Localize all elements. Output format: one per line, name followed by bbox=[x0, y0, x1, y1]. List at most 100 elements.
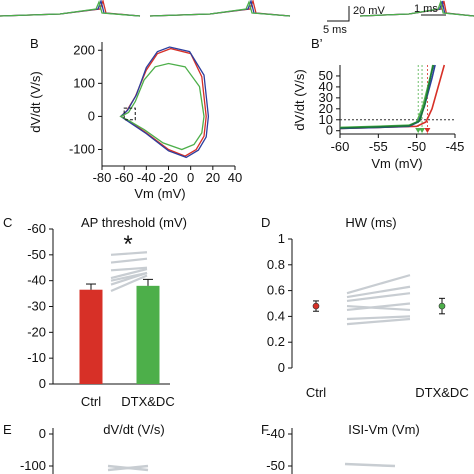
panel-d-ytick-label: 0.2 bbox=[267, 334, 285, 349]
panel-d-paired-line bbox=[346, 302, 411, 312]
panel-c: C AP threshold (mV) -60-50-40-30-20-100 … bbox=[3, 215, 187, 409]
panel-e-paired-lines bbox=[107, 464, 149, 472]
panel-c-paired-line bbox=[110, 251, 148, 256]
panel-d-category-label-1: DTX&DC bbox=[415, 385, 468, 400]
panel-b-inset-box bbox=[123, 107, 136, 121]
panel-f-paired-lines bbox=[344, 462, 396, 468]
panel-d-paired-line bbox=[346, 274, 411, 295]
panel-b-xtick-label: 20 bbox=[206, 170, 220, 185]
panel-d-title: HW (ms) bbox=[345, 215, 396, 230]
panel-d-paired-line bbox=[346, 317, 411, 326]
panel-f-label: F bbox=[261, 422, 269, 437]
panel-b-prime-xtick-label: -45 bbox=[446, 139, 465, 154]
panel-b-prime-threshold-marker bbox=[424, 128, 431, 133]
top-traces-panel: 20 mV 5 ms 1 ms bbox=[0, 0, 474, 36]
panel-d-ytick-label: 0.8 bbox=[267, 257, 285, 272]
panel-c-ytick-label: -60 bbox=[27, 221, 46, 236]
panel-b-series-1 bbox=[119, 46, 210, 159]
panel-b-xtick-label: -80 bbox=[93, 170, 112, 185]
panel-b-prime-threshold-marker bbox=[415, 128, 422, 133]
panel-c-title: AP threshold (mV) bbox=[81, 215, 187, 230]
panel-b-ytick-label: 0 bbox=[88, 108, 95, 123]
panel-c-paired-line bbox=[110, 274, 148, 293]
panel-c-ytick-label: 0 bbox=[39, 376, 46, 391]
panel-b-prime-xlabel: Vm (mV) bbox=[371, 156, 422, 171]
panel-c-ytick-label: -30 bbox=[27, 299, 46, 314]
panel-b-xtick-label: 0 bbox=[187, 170, 194, 185]
panel-d-paired-line bbox=[346, 315, 411, 321]
panel-e-ytick-label: 0 bbox=[39, 426, 46, 441]
panel-b-prime-series-3 bbox=[339, 64, 435, 129]
panel-d-ytick-label: 1 bbox=[278, 231, 285, 246]
panel-e-ytick-label: -100 bbox=[20, 458, 46, 473]
panel-b-series-2 bbox=[119, 62, 205, 151]
scalebar-a: 20 mV 5 ms bbox=[323, 5, 385, 36]
panel-b-prime-xtick-label: -55 bbox=[369, 139, 388, 154]
panel-d-label: D bbox=[261, 215, 270, 230]
panel-b-prime-ytick-label: 40 bbox=[319, 79, 333, 94]
panel-c-ytick-label: -40 bbox=[27, 273, 46, 288]
panel-c-ytick-label: -20 bbox=[27, 324, 46, 339]
panel-e-label: E bbox=[3, 422, 12, 437]
panel-c-paired-line bbox=[110, 257, 148, 264]
panel-b-xtick-label: 40 bbox=[228, 170, 242, 185]
scalebar-b-h-label: 1 ms bbox=[414, 3, 438, 15]
scalebar-b: 1 ms bbox=[414, 3, 446, 16]
top-trace-2-seg-0 bbox=[0, 0, 141, 17]
top-trace-2-seg-3 bbox=[359, 0, 474, 17]
panel-d: D HW (ms) 0 0.2 0.4 0.6 0.8 1 Ctrl DTX&DC bbox=[261, 215, 469, 400]
panel-d-paired-line bbox=[346, 304, 411, 312]
panel-b-prime-xtick-label: -50 bbox=[407, 139, 426, 154]
panel-b-ylabel: dV/dt (V/s) bbox=[28, 71, 43, 132]
panel-b-ytick-label: 200 bbox=[73, 42, 95, 57]
panel-b-prime-threshold-marker bbox=[419, 128, 426, 133]
panel-b-prime-ytick-label: 50 bbox=[319, 68, 333, 83]
panel-c-category-label-1: DTX&DC bbox=[121, 394, 174, 409]
panel-d-paired-line bbox=[346, 292, 411, 303]
panel-b-xtick-label: -60 bbox=[115, 170, 134, 185]
panel-b-prime-label: B’ bbox=[311, 36, 323, 51]
scalebar-a-h-label: 5 ms bbox=[323, 24, 347, 36]
panel-c-paired-line bbox=[110, 267, 148, 280]
panel-b-xlabel: Vm (mV) bbox=[134, 186, 185, 201]
panel-b-xtick-label: -40 bbox=[137, 170, 156, 185]
panel-b-xtick-label: -20 bbox=[159, 170, 178, 185]
panel-b-prime-ylabel: dV/dt (V/s) bbox=[292, 69, 307, 130]
panel-c-paired-line bbox=[110, 266, 148, 272]
panel-d-point-1 bbox=[438, 302, 446, 310]
panel-c-ytick-label: -50 bbox=[27, 247, 46, 262]
scalebar-a-v-label: 20 mV bbox=[353, 5, 385, 17]
panel-b-ytick-label: -100 bbox=[69, 141, 95, 156]
panel-d-ytick-label: 0 bbox=[278, 360, 285, 375]
panel-e: E dV/dt (V/s) 0 -100 bbox=[3, 422, 165, 474]
panel-f-ytick-label: -50 bbox=[266, 458, 285, 473]
panel-f-ytick-label: -40 bbox=[266, 426, 285, 441]
panel-b-prime-xtick-label: -60 bbox=[331, 139, 350, 154]
panel-d-ytick-label: 0.6 bbox=[267, 283, 285, 298]
panel-f-title: ISI-Vm (Vm) bbox=[348, 422, 420, 437]
top-trace-2-seg-1 bbox=[149, 0, 291, 17]
panel-b-prime-ytick-label: 0 bbox=[326, 123, 333, 138]
panel-b-prime-ytick-label: 20 bbox=[319, 101, 333, 116]
panel-c-ytick-label: -10 bbox=[27, 350, 46, 365]
panel-d-ytick-label: 0.4 bbox=[267, 308, 285, 323]
panel-c-category-label-0: Ctrl bbox=[81, 394, 101, 409]
panel-b-prime-ytick-label: 30 bbox=[319, 90, 333, 105]
panel-b-ytick-label: 100 bbox=[73, 75, 95, 90]
panel-b-prime-series-0 bbox=[339, 64, 446, 130]
panel-b-prime-ytick-label: 10 bbox=[319, 112, 333, 127]
panel-c-significance: * bbox=[123, 231, 132, 258]
panel-d-category-label-0: Ctrl bbox=[306, 385, 326, 400]
panel-c-paired-line bbox=[110, 271, 148, 286]
panel-b-label: B bbox=[30, 36, 39, 51]
panel-b-prime-series-2 bbox=[339, 64, 434, 129]
panel-b: B -80 -60 -40 -20 0 20 40 -100 0 100 200 Vm (mV) d… bbox=[28, 36, 242, 201]
panel-c-bar-0 bbox=[79, 289, 103, 384]
panel-c-label: C bbox=[3, 215, 12, 230]
panel-c-bar-1 bbox=[136, 285, 160, 384]
panel-e-title: dV/dt (V/s) bbox=[103, 422, 164, 437]
panel-d-paired-line bbox=[346, 285, 411, 299]
panel-f: F ISI-Vm (Vm) -40 -50 bbox=[261, 422, 420, 474]
